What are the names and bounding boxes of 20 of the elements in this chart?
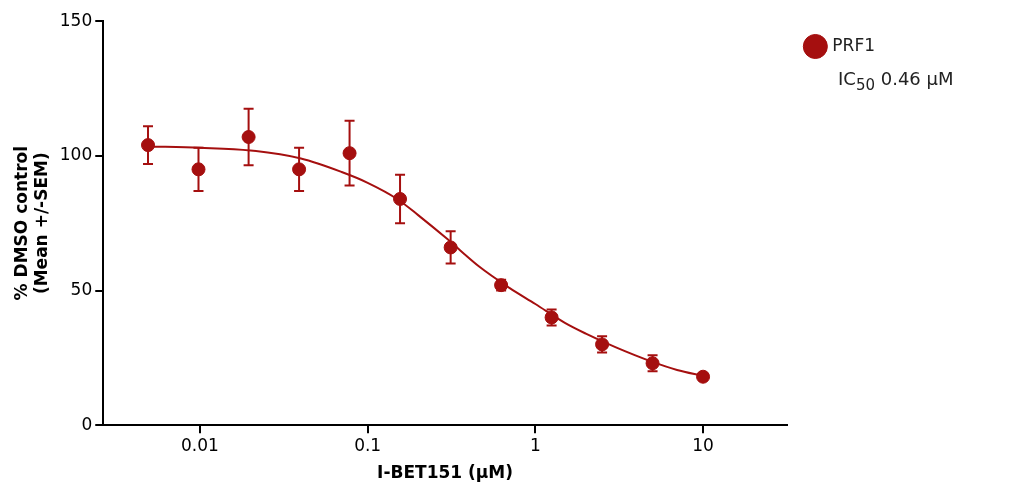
text: IC$_{50}$ 0.46 μM bbox=[838, 68, 954, 94]
point bbox=[191, 162, 206, 177]
y-tick-label: 100 bbox=[59, 144, 93, 165]
x-tick-label: 0.01 bbox=[181, 434, 219, 455]
x-tick-label: 10 bbox=[692, 434, 714, 455]
x-axis-title: I-BET151 (μM) bbox=[377, 462, 514, 483]
y-tick-label: 150 bbox=[59, 9, 93, 30]
y-tick-label: 50 bbox=[70, 278, 93, 299]
point bbox=[342, 146, 357, 161]
point bbox=[393, 191, 408, 206]
x-tick-label: 0.1 bbox=[354, 434, 382, 455]
y-axis-title: % DMSO control (Mean +/-SEM) bbox=[10, 145, 52, 301]
point bbox=[696, 369, 711, 384]
point bbox=[292, 162, 307, 177]
point bbox=[443, 240, 458, 255]
point bbox=[241, 130, 256, 145]
y-tick-label: 0 bbox=[81, 413, 93, 434]
legend-label: PRF1 bbox=[832, 34, 876, 55]
x-tick-label: 1 bbox=[529, 434, 541, 455]
point bbox=[141, 138, 156, 153]
